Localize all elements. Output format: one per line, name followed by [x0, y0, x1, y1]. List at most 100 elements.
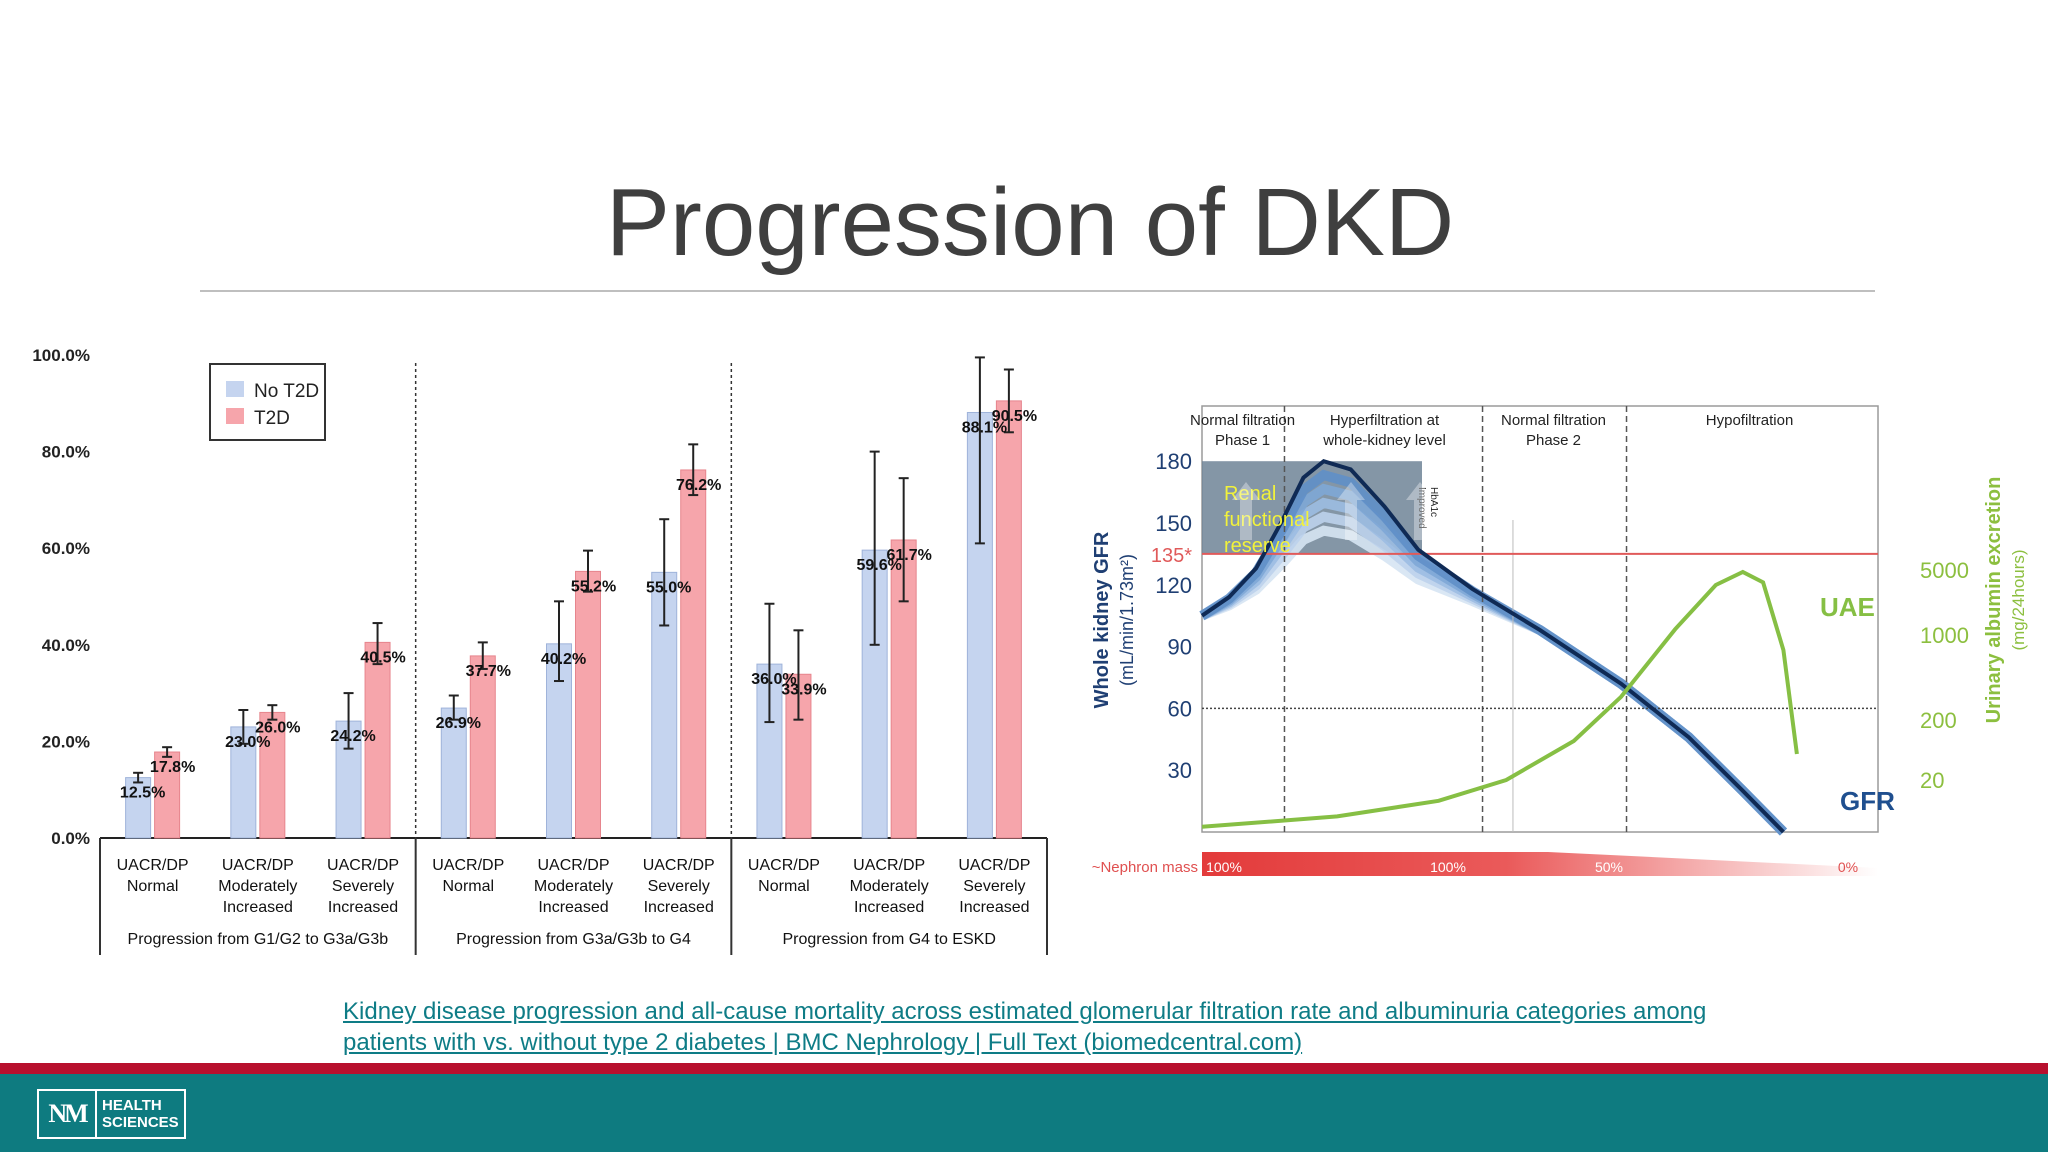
uae-series-label: UAE [1820, 592, 1875, 622]
uae-curve [1201, 569, 1799, 829]
category-label: UACR/DP [222, 857, 294, 874]
gfr-curve [1200, 458, 1785, 834]
category-label: UACR/DP [748, 857, 820, 874]
category-label: UACR/DP [853, 857, 925, 874]
logo-line1: HEALTH [102, 1097, 162, 1114]
data-label: 90.5% [992, 408, 1037, 425]
data-label: 12.5% [120, 785, 165, 802]
category-label: Severely [648, 878, 710, 895]
group-label: Progression from G4 to ESKD [782, 931, 995, 948]
category-label: Normal [442, 878, 494, 895]
bar-chart: 0.0% 20.0% 40.0% 60.0% 80.0% 100.0% 12.5% 23.0%… [32, 346, 1048, 955]
category-label: Normal [758, 878, 810, 895]
figures-canvas: 0.0% 20.0% 40.0% 60.0% 80.0% 100.0% 12.5% 23.0%… [32, 346, 2028, 955]
nephron-mass-tick: 0% [1838, 859, 1858, 875]
bar-t2d [575, 570, 601, 839]
y-tick-label: 0.0% [51, 829, 90, 848]
data-label: 33.9% [781, 681, 826, 698]
footer-accent-bar [0, 1063, 2048, 1074]
uae-tick-label: 1000 [1920, 623, 1969, 648]
phase-label: Phase 2 [1526, 432, 1581, 449]
legend-label: No T2D [254, 381, 319, 402]
hba1c-annotation: Improved [1416, 487, 1427, 529]
category-label: Increased [854, 899, 924, 916]
bar-t2d [259, 711, 286, 839]
up-arrow-icon [1337, 482, 1365, 540]
reference-line-label: 135* [1151, 545, 1192, 567]
legend-label: T2D [254, 408, 290, 429]
source-link-line1[interactable]: Kidney disease progression and all-cause… [343, 998, 1707, 1025]
slide-title: Progression of DKD [605, 169, 1455, 276]
category-label: UACR/DP [327, 857, 399, 874]
category-label: UACR/DP [117, 857, 189, 874]
phase-label: Normal filtration [1190, 412, 1295, 429]
y-tick-label: 80.0% [42, 443, 90, 462]
phase-label: Phase 1 [1215, 432, 1270, 449]
footer-bar [0, 1074, 2048, 1152]
data-label: 88.1% [962, 419, 1007, 436]
data-label: 61.7% [886, 547, 931, 564]
data-label: 40.5% [360, 649, 405, 666]
category-label: Increased [538, 899, 608, 916]
group-label: Progression from G3a/G3b to G4 [456, 931, 691, 948]
logo-line2: SCIENCES [102, 1114, 179, 1131]
data-label: 59.6% [856, 557, 901, 574]
title-divider [200, 290, 1875, 292]
data-label: 24.2% [330, 728, 375, 745]
gfr-tick-label: 90 [1168, 635, 1192, 660]
y-tick-label: 40.0% [42, 636, 90, 655]
bar-t2d [680, 469, 707, 839]
gfr-tick-label: 180 [1155, 449, 1192, 474]
data-label: 40.2% [541, 651, 586, 668]
nephron-mass-band [1202, 852, 1878, 876]
category-label: UACR/DP [643, 857, 715, 874]
logo-mark: NM [39, 1091, 97, 1137]
gfr-chart: Normal filtration Phase 1 Hyperfiltration … [1091, 405, 2028, 876]
nephron-mass-tick: 100% [1430, 859, 1466, 875]
bar-no-t2d [230, 726, 257, 839]
category-label: Increased [223, 899, 293, 916]
reserve-annotation: functional [1224, 509, 1310, 531]
gfr-series-label: GFR [1840, 786, 1895, 816]
category-label: Moderately [534, 878, 613, 895]
phase-label: whole-kidney level [1322, 432, 1446, 449]
reserve-annotation: reserve [1224, 535, 1291, 557]
data-label: 76.2% [676, 477, 721, 494]
hba1c-annotation: HbA1c [1428, 487, 1439, 517]
category-label: UACR/DP [432, 857, 504, 874]
data-label: 26.0% [255, 719, 300, 736]
uae-axis-unit: (mg/24hours) [2009, 549, 2028, 650]
data-label: 23.0% [225, 734, 270, 751]
category-label: Increased [644, 899, 714, 916]
uae-tick-label: 5000 [1920, 558, 1969, 583]
nephron-mass-label: ~Nephron mass [1092, 859, 1198, 876]
gfr-tick-label: 150 [1155, 511, 1192, 536]
uae-tick-label: 200 [1920, 708, 1957, 733]
category-label: Severely [963, 878, 1025, 895]
category-label: UACR/DP [958, 857, 1030, 874]
source-link[interactable]: Kidney disease progression and all-cause… [343, 996, 1843, 1058]
gfr-axis-title: Whole kidney GFR [1091, 531, 1113, 708]
phase-label: Hypofiltration [1706, 412, 1794, 429]
category-label: Normal [127, 878, 179, 895]
category-label: Increased [328, 899, 398, 916]
unm-health-sciences-logo: NM HEALTH SCIENCES [37, 1089, 186, 1139]
y-tick-label: 20.0% [42, 732, 90, 751]
gfr-axis-unit: (mL/min/1.73m²) [1117, 554, 1137, 686]
up-arrow-icon [1406, 482, 1434, 540]
category-label: Severely [332, 878, 394, 895]
data-label: 26.9% [436, 715, 481, 732]
y-tick-label: 100.0% [32, 346, 90, 365]
gfr-tick-label: 120 [1155, 573, 1192, 598]
gfr-tick-label: 30 [1168, 758, 1192, 783]
data-label: 37.7% [466, 663, 511, 680]
reserve-annotation: Renal [1224, 483, 1276, 505]
data-label: 55.2% [571, 578, 616, 595]
bar-t2d [995, 400, 1022, 839]
uae-tick-label: 20 [1920, 768, 1944, 793]
source-link-line2[interactable]: patients with vs. without type 2 diabete… [343, 1029, 1303, 1056]
data-label: 55.0% [646, 579, 691, 596]
category-label: Moderately [218, 878, 297, 895]
nephron-mass-tick: 100% [1206, 859, 1242, 875]
bar-t2d [469, 655, 496, 839]
